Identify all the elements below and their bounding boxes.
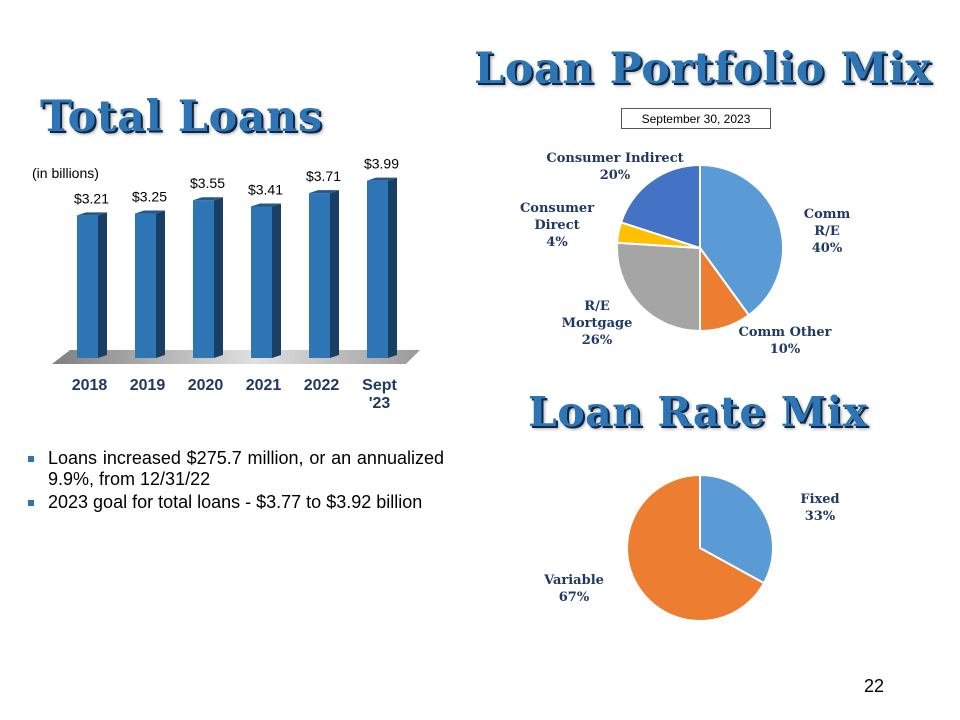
page-number: 22: [864, 676, 885, 696]
pie-slice-label: Comm R/E 40%: [804, 207, 851, 256]
pie-slice: [616, 241, 701, 333]
bar: [193, 197, 223, 358]
loan-rate-pie-chart: Fixed 33% Variable 67%: [543, 473, 840, 622]
loan-portfolio-pie-chart: Comm R/E 40% Comm Other 10% R/E Mortgage 26% Con…: [520, 151, 851, 357]
bar-data-label: $3.25: [132, 189, 167, 205]
bar-data-label: $3.21: [74, 190, 109, 206]
bar-data-label: $3.41: [248, 181, 283, 197]
loan-portfolio-mix-title: Loan Portfolio Mix: [474, 44, 932, 94]
bar: [251, 203, 281, 358]
pie-slice: [699, 163, 784, 317]
units-label: (in billions): [32, 165, 99, 181]
pie-slice-label: Consumer Indirect 20%: [546, 151, 683, 183]
loan-rate-mix-title: Loan Rate Mix: [528, 388, 868, 436]
bar: [135, 210, 165, 358]
x-tick-label: 2019: [130, 377, 166, 394]
pie-slice: [699, 473, 774, 585]
as-of-date-box: September 30, 2023: [621, 108, 771, 129]
pie-slice-label: Fixed 33%: [800, 492, 839, 524]
bar: [309, 190, 339, 358]
total-loans-bar-chart: $3.21 2018 $3.25 2019 $3.55 2020 $3.41 2021 $3.7…: [52, 156, 420, 412]
bar: [367, 177, 397, 358]
bar-data-label: $3.55: [190, 175, 225, 191]
chart-floor: [52, 350, 420, 364]
bullet-item: 2023 goal for total loans - $3.77 to $3.…: [24, 492, 444, 513]
pie-slice-label: Comm Other 10%: [739, 325, 832, 357]
total-loans-title: Total Loans: [40, 92, 323, 142]
summary-bullets: Loans increased $275.7 million, or an an…: [24, 448, 444, 515]
pie-slice-label: Variable 67%: [543, 573, 604, 605]
pie-slice: [619, 163, 701, 250]
x-tick-label: 2022: [304, 377, 340, 394]
bar-data-label: $3.71: [306, 168, 341, 184]
x-tick-label: 2018: [72, 377, 108, 394]
x-tick-label: Sept '23: [362, 377, 397, 412]
bullet-item: Loans increased $275.7 million, or an an…: [24, 448, 444, 490]
x-tick-label: 2020: [188, 377, 224, 394]
bar-data-label: $3.99: [364, 156, 399, 172]
bar: [77, 212, 107, 358]
x-tick-label: 2021: [246, 377, 282, 394]
pie-slice-label: Consumer Direct 4%: [520, 201, 594, 250]
pie-slice-label: R/E Mortgage 26%: [562, 299, 633, 348]
pie-slice: [626, 473, 766, 622]
